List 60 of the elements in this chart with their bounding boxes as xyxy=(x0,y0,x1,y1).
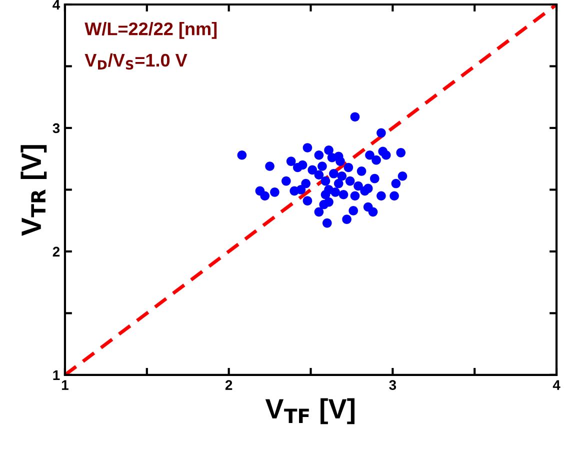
point xyxy=(322,218,332,228)
point xyxy=(338,190,348,200)
x-tick-label: 4 xyxy=(552,380,560,390)
point xyxy=(391,178,401,188)
point xyxy=(237,150,247,160)
point xyxy=(327,152,337,162)
y-tick-label: 1 xyxy=(53,370,60,380)
point xyxy=(354,181,363,191)
point xyxy=(330,188,340,197)
point xyxy=(381,150,391,160)
point xyxy=(318,162,327,171)
point xyxy=(319,200,329,210)
point xyxy=(376,128,386,138)
point xyxy=(336,156,345,166)
point xyxy=(282,176,291,186)
point xyxy=(376,191,386,201)
point xyxy=(320,190,330,200)
point xyxy=(334,178,344,188)
point xyxy=(372,155,381,165)
point xyxy=(350,112,360,122)
point xyxy=(265,162,274,171)
x-tick-label: 3 xyxy=(389,380,396,390)
point xyxy=(298,160,308,170)
point xyxy=(270,188,280,197)
point xyxy=(365,150,374,160)
point xyxy=(286,156,296,166)
y-tick-label: 4 xyxy=(52,0,60,10)
point xyxy=(360,186,370,196)
point xyxy=(308,165,318,175)
point xyxy=(345,176,355,186)
point xyxy=(368,207,378,217)
point xyxy=(329,168,338,178)
x-axis-title: V$_{TF}$ [V] xyxy=(265,398,354,424)
point xyxy=(314,150,324,160)
point xyxy=(348,206,358,216)
point xyxy=(350,191,360,201)
point xyxy=(324,146,334,155)
point xyxy=(314,170,324,180)
annotation: W/L=22/22 [nm] xyxy=(84,22,217,39)
y-tick-label: 2 xyxy=(52,246,60,256)
y-axis-title: V$_{TR}$ [V] xyxy=(20,145,47,236)
point xyxy=(320,176,330,186)
annotation: V$_{D}$/V$_{S}$=1.0 V xyxy=(84,53,188,70)
x-tick-label: 1 xyxy=(62,380,68,390)
point xyxy=(390,191,399,201)
x-tick-label: 2 xyxy=(225,380,232,390)
point xyxy=(398,171,408,181)
point xyxy=(370,174,380,184)
point xyxy=(356,166,366,176)
point xyxy=(302,196,312,206)
point xyxy=(302,143,312,152)
point xyxy=(342,214,352,224)
y-tick-label: 3 xyxy=(52,123,60,134)
point xyxy=(337,171,347,181)
point xyxy=(396,148,406,158)
point xyxy=(260,191,270,201)
point xyxy=(296,185,306,194)
point xyxy=(301,178,310,188)
point xyxy=(344,162,354,172)
point xyxy=(314,207,324,217)
